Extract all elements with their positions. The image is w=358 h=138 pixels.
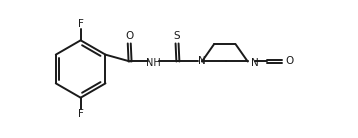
Text: O: O <box>125 31 134 41</box>
Text: N: N <box>251 58 259 68</box>
Text: F: F <box>78 109 83 119</box>
Text: O: O <box>286 56 294 67</box>
Text: NH: NH <box>146 58 161 68</box>
Text: N: N <box>198 56 206 66</box>
Text: F: F <box>78 19 83 29</box>
Text: S: S <box>174 31 180 41</box>
